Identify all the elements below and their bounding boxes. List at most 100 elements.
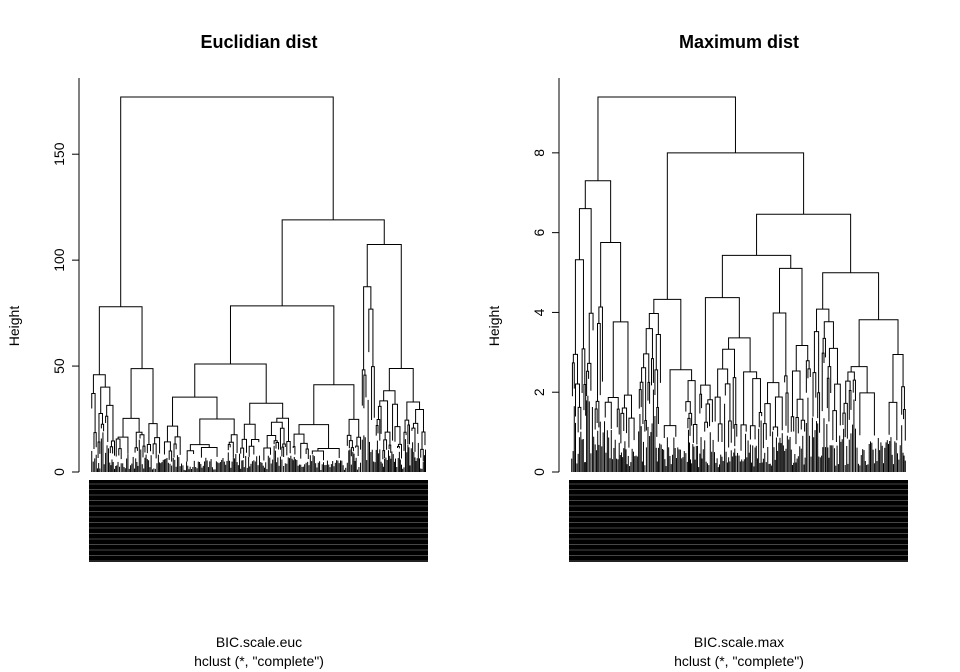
merge-link — [612, 321, 629, 398]
merge-link — [376, 419, 381, 441]
merge-link — [146, 444, 151, 454]
merge-link — [368, 308, 374, 367]
root-merge-link — [597, 96, 736, 181]
merge-link — [728, 420, 732, 448]
merge-link — [189, 444, 210, 451]
merge-link — [97, 441, 101, 458]
merge-link — [317, 447, 340, 458]
merge-link — [350, 447, 354, 457]
merge-link — [355, 445, 359, 457]
y-tick-label: 6 — [531, 229, 547, 237]
merge-link — [251, 439, 260, 447]
panel-maximum: Maximum dist Height BIC.scale.max hclust… — [486, 32, 908, 669]
merge-link — [616, 408, 620, 435]
merge-link — [134, 447, 138, 453]
merge-link — [785, 392, 789, 433]
merge-link — [228, 441, 234, 458]
merge-link — [779, 267, 803, 346]
leaf-labels — [569, 480, 908, 562]
merge-link — [654, 369, 659, 408]
merge-link — [641, 367, 647, 421]
merge-link — [638, 389, 642, 409]
merge-link — [194, 363, 267, 404]
merge-link — [903, 409, 906, 441]
merge-link — [392, 403, 398, 441]
merge-link — [139, 434, 145, 447]
merge-link — [705, 403, 711, 427]
merge-link — [375, 425, 379, 436]
merge-link — [790, 416, 795, 432]
method-sublabel: hclust (*, "complete") — [674, 653, 804, 669]
merge-link — [166, 425, 179, 442]
merge-link — [704, 421, 708, 432]
merge-link — [600, 242, 622, 322]
merge-link — [406, 401, 421, 421]
merge-link — [795, 417, 799, 445]
merge-link — [130, 368, 154, 424]
root-merge-link — [120, 96, 334, 307]
merge-link — [717, 423, 723, 442]
merge-link — [663, 425, 677, 438]
merge-link — [348, 418, 360, 438]
merge-link — [700, 384, 711, 400]
merge-link — [656, 406, 659, 437]
merge-link — [666, 152, 805, 300]
merge-link — [105, 415, 109, 442]
merge-link — [240, 447, 245, 458]
merge-link — [574, 383, 580, 417]
merge-link — [174, 436, 181, 455]
merge-link — [584, 180, 612, 243]
merge-link — [734, 424, 738, 447]
merge-link — [583, 384, 587, 416]
merge-link — [142, 445, 146, 458]
merge-link — [685, 401, 691, 414]
merge-link — [279, 427, 285, 450]
merge-link — [275, 442, 279, 450]
merge-link — [168, 450, 173, 462]
merge-link — [784, 375, 788, 393]
merge-link — [298, 424, 330, 449]
merge-link — [98, 306, 143, 375]
merge-link — [717, 368, 729, 398]
merge-link — [743, 371, 758, 425]
merge-link — [243, 423, 256, 440]
merge-link — [249, 402, 284, 425]
merge-link — [273, 440, 278, 445]
y-tick-label: 4 — [531, 308, 547, 316]
chart-title: Maximum dist — [679, 32, 799, 52]
merge-link — [415, 409, 424, 433]
merge-link — [772, 312, 787, 383]
merge-link — [767, 382, 780, 404]
merge-link — [571, 362, 575, 397]
y-tick-label: 0 — [531, 468, 547, 476]
merge-link — [688, 412, 693, 426]
merge-link — [826, 377, 830, 422]
merge-link — [366, 243, 402, 369]
merge-link — [361, 369, 366, 406]
merge-link — [384, 431, 391, 446]
merge-link — [388, 367, 414, 402]
merge-link — [421, 431, 426, 450]
merge-link — [186, 450, 195, 462]
merge-link — [241, 438, 247, 453]
merge-link — [106, 404, 114, 441]
merge-link — [847, 371, 855, 382]
merge-link — [774, 396, 783, 431]
merge-link — [199, 418, 235, 445]
merge-link — [248, 445, 255, 457]
x-axis-label: BIC.scale.euc — [216, 634, 302, 650]
merge-link — [148, 423, 158, 445]
merge-link — [152, 443, 157, 459]
merge-link — [655, 333, 661, 383]
merge-link — [852, 379, 856, 401]
merge-link — [292, 446, 296, 455]
merge-link — [832, 410, 837, 442]
merge-link — [791, 370, 801, 417]
merge-link — [407, 424, 410, 445]
merge-link — [93, 432, 97, 449]
panel-euclidean: Euclidian dist Height BIC.scale.euc hclu… — [6, 32, 428, 669]
merge-link — [100, 386, 111, 414]
merge-link — [732, 377, 737, 429]
merge-link — [648, 312, 659, 335]
merge-link — [229, 305, 335, 385]
